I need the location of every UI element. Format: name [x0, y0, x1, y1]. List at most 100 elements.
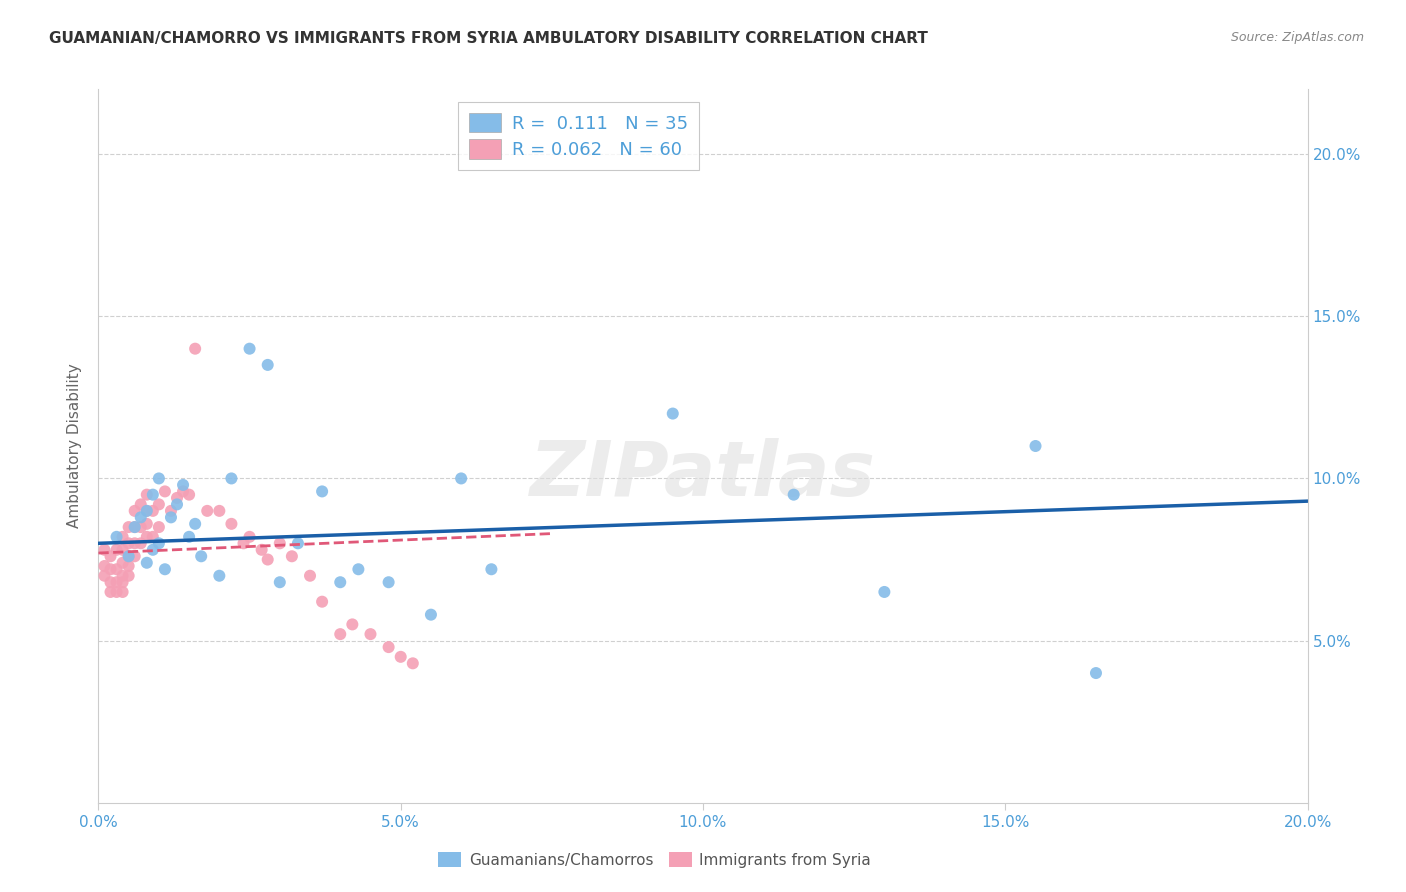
Point — [450, 471, 472, 485]
Point — [347, 562, 370, 576]
Point — [105, 575, 128, 590]
Point — [153, 562, 176, 576]
Point — [93, 542, 115, 557]
Point — [389, 649, 412, 664]
Point — [232, 536, 254, 550]
Point — [329, 575, 352, 590]
Point — [124, 520, 146, 534]
Point — [118, 549, 141, 564]
Point — [239, 530, 262, 544]
Point — [129, 510, 152, 524]
Point — [172, 478, 194, 492]
Point — [420, 607, 443, 622]
Point — [179, 488, 201, 502]
Point — [662, 407, 685, 421]
Point — [142, 530, 165, 544]
Point — [184, 516, 207, 531]
Point — [166, 491, 188, 505]
Point — [208, 568, 231, 582]
Point — [111, 568, 134, 582]
Point — [360, 627, 382, 641]
Point — [208, 504, 231, 518]
Point — [93, 568, 115, 582]
Point — [269, 536, 291, 550]
Point — [118, 549, 141, 564]
Point — [111, 530, 134, 544]
Point — [166, 497, 188, 511]
Point — [135, 504, 157, 518]
Point — [105, 542, 128, 557]
Point — [377, 640, 399, 654]
Point — [160, 510, 183, 524]
Point — [172, 484, 194, 499]
Point — [281, 549, 304, 564]
Point — [118, 568, 141, 582]
Legend: Guamanians/Chamorros, Immigrants from Syria: Guamanians/Chamorros, Immigrants from Sy… — [432, 846, 877, 873]
Point — [184, 342, 207, 356]
Point — [299, 568, 322, 582]
Point — [287, 536, 309, 550]
Point — [148, 497, 170, 511]
Point — [142, 504, 165, 518]
Point — [118, 520, 141, 534]
Point — [377, 575, 399, 590]
Point — [100, 575, 122, 590]
Point — [118, 536, 141, 550]
Point — [311, 595, 333, 609]
Point — [105, 562, 128, 576]
Point — [256, 358, 278, 372]
Text: ZIPatlas: ZIPatlas — [530, 438, 876, 511]
Point — [135, 516, 157, 531]
Point — [124, 549, 146, 564]
Point — [1085, 666, 1108, 681]
Point — [135, 556, 157, 570]
Text: Source: ZipAtlas.com: Source: ZipAtlas.com — [1230, 31, 1364, 45]
Point — [135, 504, 157, 518]
Text: GUAMANIAN/CHAMORRO VS IMMIGRANTS FROM SYRIA AMBULATORY DISABILITY CORRELATION CH: GUAMANIAN/CHAMORRO VS IMMIGRANTS FROM SY… — [49, 31, 928, 46]
Point — [481, 562, 503, 576]
Point — [160, 504, 183, 518]
Point — [221, 516, 243, 531]
Point — [142, 488, 165, 502]
Point — [129, 520, 152, 534]
Point — [256, 552, 278, 566]
Point — [93, 559, 115, 574]
Point — [129, 536, 152, 550]
Point — [1024, 439, 1046, 453]
Point — [342, 617, 364, 632]
Point — [100, 549, 122, 564]
Point — [118, 559, 141, 574]
Point — [250, 542, 273, 557]
Point — [142, 542, 165, 557]
Point — [111, 556, 134, 570]
Point — [111, 585, 134, 599]
Point — [124, 536, 146, 550]
Y-axis label: Ambulatory Disability: Ambulatory Disability — [67, 364, 83, 528]
Point — [190, 549, 212, 564]
Point — [124, 520, 146, 534]
Point — [179, 530, 201, 544]
Point — [135, 530, 157, 544]
Point — [239, 342, 262, 356]
Point — [111, 575, 134, 590]
Point — [148, 520, 170, 534]
Point — [100, 585, 122, 599]
Point — [100, 562, 122, 576]
Point — [148, 471, 170, 485]
Point — [153, 484, 176, 499]
Point — [105, 530, 128, 544]
Point — [148, 536, 170, 550]
Point — [329, 627, 352, 641]
Point — [269, 575, 291, 590]
Point — [873, 585, 896, 599]
Point — [311, 484, 333, 499]
Point — [402, 657, 425, 671]
Point — [195, 504, 218, 518]
Point — [129, 497, 152, 511]
Point — [135, 488, 157, 502]
Point — [783, 488, 806, 502]
Point — [124, 504, 146, 518]
Point — [105, 585, 128, 599]
Point — [221, 471, 243, 485]
Point — [111, 542, 134, 557]
